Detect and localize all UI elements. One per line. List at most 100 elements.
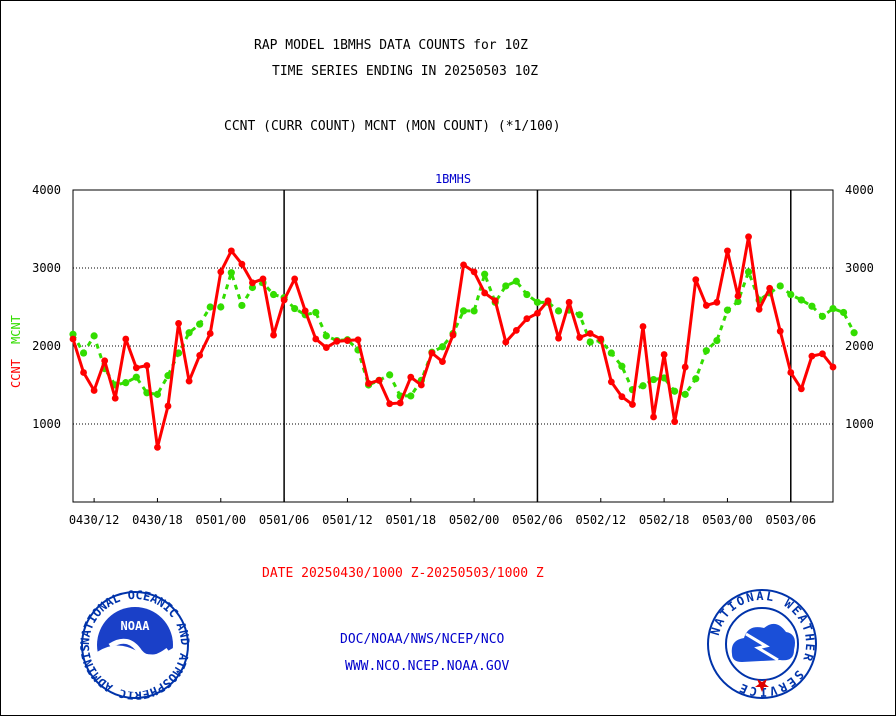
data-point-ccnt [375, 376, 383, 384]
data-point-ccnt [417, 381, 425, 389]
data-point-ccnt [618, 393, 626, 401]
data-point-ccnt [164, 402, 172, 410]
data-point-mcnt [839, 308, 848, 317]
data-point-ccnt [544, 297, 552, 305]
data-point-ccnt [354, 336, 362, 344]
data-point-ccnt [734, 292, 742, 300]
data-point-ccnt [80, 369, 87, 376]
data-point-ccnt [671, 418, 679, 426]
data-point-mcnt [692, 375, 700, 383]
data-point-ccnt [755, 305, 763, 313]
data-point-ccnt [460, 261, 467, 269]
data-point-mcnt [744, 268, 753, 276]
data-point-ccnt [90, 387, 98, 394]
data-point-mcnt [470, 307, 478, 315]
data-point-mcnt [671, 387, 679, 395]
data-point-mcnt [196, 320, 204, 328]
data-point-mcnt [586, 338, 594, 346]
data-point-ccnt [333, 337, 341, 345]
x-tick-label-0501/00: 0501/00 [195, 513, 246, 527]
data-point-mcnt [217, 303, 225, 311]
data-point-mcnt [829, 304, 837, 313]
data-point-ccnt [365, 380, 372, 387]
x-tick-label-0501/06: 0501/06 [259, 513, 310, 527]
data-point-mcnt [554, 307, 563, 315]
data-point-mcnt [681, 390, 689, 398]
y-tick-label-left-4000: 4000 [32, 183, 61, 197]
data-point-mcnt [512, 277, 520, 285]
series-line-mcnt [71, 270, 856, 398]
data-point-mcnt [713, 336, 721, 345]
data-point-ccnt [629, 401, 636, 408]
data-point-ccnt [681, 363, 689, 371]
footer-url: WWW.NCO.NCEP.NOAA.GOV [345, 659, 510, 674]
data-point-ccnt [481, 289, 489, 297]
data-point-ccnt [829, 363, 837, 371]
data-point-mcnt [797, 296, 805, 304]
data-point-ccnt [407, 373, 415, 381]
x-tick-label-0430/18: 0430/18 [132, 513, 183, 527]
x-tick-label-0503/00: 0503/00 [702, 513, 753, 527]
data-point-ccnt [322, 344, 330, 351]
data-point-ccnt [122, 335, 130, 343]
data-point-mcnt [723, 306, 732, 314]
data-point-ccnt [428, 349, 436, 357]
data-point-ccnt [206, 330, 214, 337]
data-point-ccnt [713, 298, 721, 306]
data-point-ccnt [787, 369, 795, 376]
data-point-ccnt [69, 335, 77, 343]
data-point-ccnt [512, 327, 520, 334]
data-point-mcnt [291, 304, 299, 313]
footer-org: DOC/NOAA/NWS/NCEP/NCO [340, 632, 505, 647]
data-point-mcnt [818, 312, 827, 320]
data-point-ccnt [449, 331, 457, 339]
data-point-ccnt [154, 444, 161, 451]
chart-subtitle: CCNT (CURR COUNT) MCNT (MON COUNT) (*1/1… [224, 119, 561, 134]
data-point-mcnt [227, 269, 235, 277]
data-point-ccnt [439, 358, 446, 365]
data-point-ccnt [724, 247, 731, 255]
nws-logo: NATIONAL WEATHER SERVICE [707, 589, 817, 699]
data-point-mcnt [776, 282, 784, 290]
data-point-ccnt [396, 399, 404, 407]
data-point-mcnt [312, 308, 320, 317]
y-tick-label-left-3000: 3000 [32, 261, 61, 275]
data-point-mcnt [79, 349, 88, 357]
data-point-mcnt [153, 390, 162, 398]
data-point-ccnt [143, 362, 151, 369]
data-point-ccnt [249, 279, 256, 287]
data-point-ccnt [270, 331, 277, 339]
data-point-ccnt [344, 337, 351, 344]
data-point-ccnt [797, 385, 805, 393]
data-point-mcnt [174, 349, 183, 357]
data-point-ccnt [808, 352, 816, 360]
noaa-logo: NATIONAL OCEANIC AND ATMOSPHERIC ADMINIS… [80, 590, 190, 700]
data-point-mcnt [132, 373, 140, 381]
data-point-mcnt [850, 329, 858, 337]
data-point-ccnt [555, 334, 562, 342]
chart-title-line1: RAP MODEL 1BMHS DATA COUNTS for 10Z [254, 38, 528, 53]
data-point-ccnt [586, 330, 594, 337]
y-axis-label-mcnt: MCNT [9, 315, 23, 344]
data-point-ccnt [132, 364, 140, 372]
data-point-mcnt [206, 303, 214, 311]
data-point-mcnt [533, 298, 542, 306]
data-point-ccnt [238, 260, 246, 268]
data-point-ccnt [291, 275, 299, 283]
y-tick-label-right-2000: 2000 [845, 339, 874, 353]
x-tick-label-0502/12: 0502/12 [575, 513, 626, 527]
data-point-ccnt [766, 284, 774, 292]
data-point-mcnt [523, 290, 531, 299]
data-point-mcnt [185, 329, 193, 337]
data-point-mcnt [607, 349, 615, 357]
data-point-ccnt [175, 319, 182, 327]
data-point-ccnt [491, 297, 499, 305]
data-point-ccnt [565, 298, 573, 306]
data-point-ccnt [597, 335, 605, 343]
data-point-mcnt [407, 392, 415, 400]
data-point-ccnt [185, 377, 193, 385]
data-point-mcnt [90, 332, 98, 340]
data-point-mcnt [269, 290, 278, 299]
y-axis-label-ccnt: CCNT [9, 359, 23, 388]
